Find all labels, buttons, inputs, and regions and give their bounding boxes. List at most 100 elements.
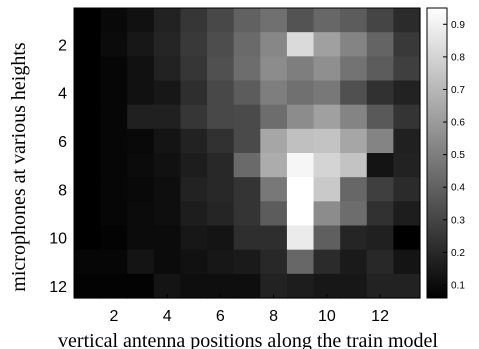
heatmap-cell — [313, 8, 341, 33]
heatmap-cell — [180, 80, 208, 106]
heatmap-cell — [366, 201, 394, 227]
heatmap-cell — [127, 128, 155, 154]
heatmap-cell — [127, 104, 155, 130]
heatmap-cell — [233, 8, 261, 33]
heatmap-cell — [127, 225, 155, 251]
heatmap-cell — [233, 273, 261, 299]
heatmap-cell — [286, 128, 315, 154]
colorbar-gradient — [426, 7, 448, 299]
heatmap-cell — [393, 80, 421, 106]
heatmap-cell — [340, 128, 368, 154]
colorbar-tick-label: 0.1 — [451, 280, 465, 291]
heatmap-cell — [207, 56, 235, 82]
heatmap-cell — [100, 177, 128, 202]
heatmap-cell — [313, 225, 341, 251]
y-tick-label: 12 — [49, 279, 67, 296]
heatmap-cell — [127, 177, 155, 202]
heatmap-cell — [180, 249, 208, 275]
heatmap-cell — [207, 128, 235, 154]
heatmap-cell — [340, 104, 368, 130]
heatmap-cell — [366, 177, 394, 202]
heatmap-cell — [100, 104, 128, 130]
y-tick-label: 4 — [58, 86, 67, 103]
colorbar-tick-label: 0.2 — [451, 248, 465, 259]
heatmap-cell — [74, 32, 102, 57]
heatmap-cell — [260, 8, 288, 33]
heatmap-cell — [74, 177, 102, 202]
heatmap-cell — [313, 104, 341, 130]
colorbar-tick-label: 0.5 — [451, 150, 465, 161]
x-axis-label: vertical antenna positions along the tra… — [58, 330, 438, 349]
heatmap-cell — [207, 225, 235, 251]
heatmap-cell — [313, 201, 341, 227]
heatmap-cell — [100, 225, 128, 251]
heatmap-cell — [153, 80, 182, 106]
heatmap-cell — [153, 177, 182, 202]
heatmap-cell — [233, 225, 261, 251]
plot-frame — [73, 7, 421, 299]
heatmap-cell — [127, 249, 155, 275]
heatmap-cell — [286, 32, 315, 57]
heatmap-cell — [233, 153, 261, 178]
heatmap-cell — [233, 104, 261, 130]
heatmap-cell — [260, 249, 288, 275]
heatmap-cell — [260, 32, 288, 57]
heatmap-cell — [127, 80, 155, 106]
heatmap-cell — [366, 153, 394, 178]
heatmap-cell — [207, 8, 235, 33]
heatmap-cell — [74, 273, 102, 299]
heatmap-cell — [313, 249, 341, 275]
heatmap-cell — [366, 32, 394, 57]
x-tick-label: 12 — [371, 308, 389, 325]
x-axis: 2 4 6 8 10 12 — [109, 294, 389, 325]
heatmap-cell — [233, 249, 261, 275]
heatmap-cell — [100, 80, 128, 106]
heatmap-cell — [260, 177, 288, 202]
heatmap-cell — [366, 80, 394, 106]
heatmap-cell — [260, 80, 288, 106]
heatmap-cell — [286, 201, 315, 227]
heatmap-cell — [286, 225, 315, 251]
heatmap-cell — [207, 177, 235, 202]
colorbar-tick-label: 0.9 — [451, 20, 465, 31]
heatmap-cell — [286, 80, 315, 106]
heatmap-cell — [260, 153, 288, 178]
heatmap-cell — [233, 128, 261, 154]
y-axis-label: microphones at various heights — [8, 42, 30, 292]
heatmap-cell — [366, 128, 394, 154]
heatmap-cell — [340, 225, 368, 251]
colorbar-tick-label: 0.4 — [451, 183, 465, 194]
heatmap-cell — [313, 153, 341, 178]
heatmap-cell — [366, 8, 394, 33]
heatmap-cell — [340, 249, 368, 275]
heatmap-cell — [180, 177, 208, 202]
heatmap-cells — [74, 8, 421, 299]
heatmap-cell — [260, 56, 288, 82]
heatmap-cell — [340, 201, 368, 227]
heatmap-cell — [180, 153, 208, 178]
heatmap-cell — [180, 56, 208, 82]
heatmap-cell — [180, 201, 208, 227]
heatmap-cell — [286, 273, 315, 299]
heatmap-cell — [286, 56, 315, 82]
heatmap-cell — [153, 128, 182, 154]
y-axis: 2 4 6 8 10 12 — [49, 37, 78, 296]
heatmap-cell — [313, 32, 341, 57]
heatmap-cell — [153, 225, 182, 251]
heatmap-cell — [286, 249, 315, 275]
heatmap-cell — [340, 32, 368, 57]
heatmap-cell — [393, 128, 421, 154]
heatmap-cell — [340, 8, 368, 33]
heatmap-cell — [180, 104, 208, 130]
heatmap-cell — [180, 8, 208, 33]
heatmap-cell — [260, 104, 288, 130]
heatmap-cell — [393, 249, 421, 275]
x-tick-label: 2 — [109, 308, 118, 325]
heatmap-cell — [393, 32, 421, 57]
heatmap-cell — [393, 153, 421, 178]
heatmap-cell — [207, 153, 235, 178]
heatmap-cell — [233, 56, 261, 82]
heatmap-cell — [393, 8, 421, 33]
heatmap-cell — [313, 56, 341, 82]
heatmap-cell — [260, 201, 288, 227]
